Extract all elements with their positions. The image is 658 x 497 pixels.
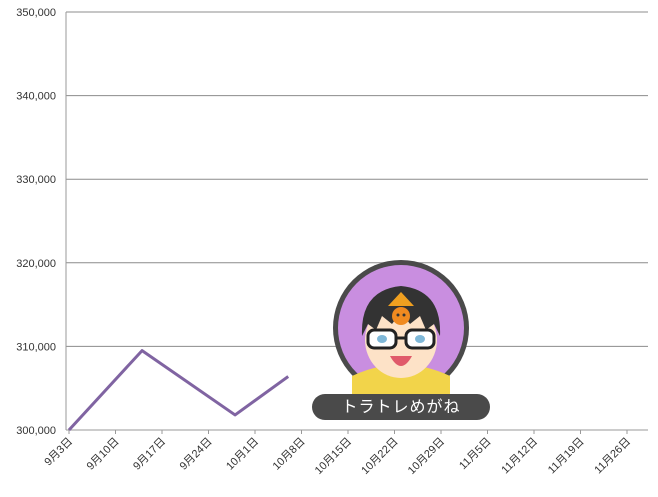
x-tick-label: 10月15日 xyxy=(313,436,354,477)
x-tick-label: 9月10日 xyxy=(85,436,122,473)
gridlines xyxy=(66,11,648,347)
watermark-label: トラトレめがね xyxy=(312,394,490,420)
x-tick-label: 10月1日 xyxy=(224,436,261,473)
x-tick-label: 9月24日 xyxy=(178,436,215,473)
series-group xyxy=(67,349,290,432)
y-tick-label: 340,000 xyxy=(16,91,56,103)
x-tick-label: 11月26日 xyxy=(592,436,633,477)
x-tick-label: 10月29日 xyxy=(406,436,447,477)
watermark-badge: トラトレめがね xyxy=(312,258,490,420)
x-tick-label: 11月12日 xyxy=(499,436,540,477)
x-tick-labels: 9月3日 9月10日 9月17日 9月24日 10月1日 10月8日 10月15日 10月22… xyxy=(42,430,633,477)
x-tick-label: 10月8日 xyxy=(271,436,308,473)
axes xyxy=(65,12,648,431)
x-tick-label: 11月5日 xyxy=(457,436,493,472)
y-tick-label: 300,000 xyxy=(16,425,56,437)
y-tick-label: 310,000 xyxy=(16,341,56,353)
y-tick-labels: 300,000 310,000 320,000 330,000 340,000 350,0… xyxy=(16,7,56,437)
x-tick-label: 9月3日 xyxy=(42,436,75,469)
y-tick-label: 330,000 xyxy=(16,174,56,186)
y-tick-label: 350,000 xyxy=(16,7,56,19)
character-glasses-icon xyxy=(333,260,469,398)
y-tick-label: 320,000 xyxy=(16,258,56,270)
x-tick-label: 11月19日 xyxy=(546,436,587,477)
series-line xyxy=(67,349,290,432)
x-tick-label: 9月17日 xyxy=(131,436,168,473)
x-tick-label: 10月22日 xyxy=(359,436,400,477)
